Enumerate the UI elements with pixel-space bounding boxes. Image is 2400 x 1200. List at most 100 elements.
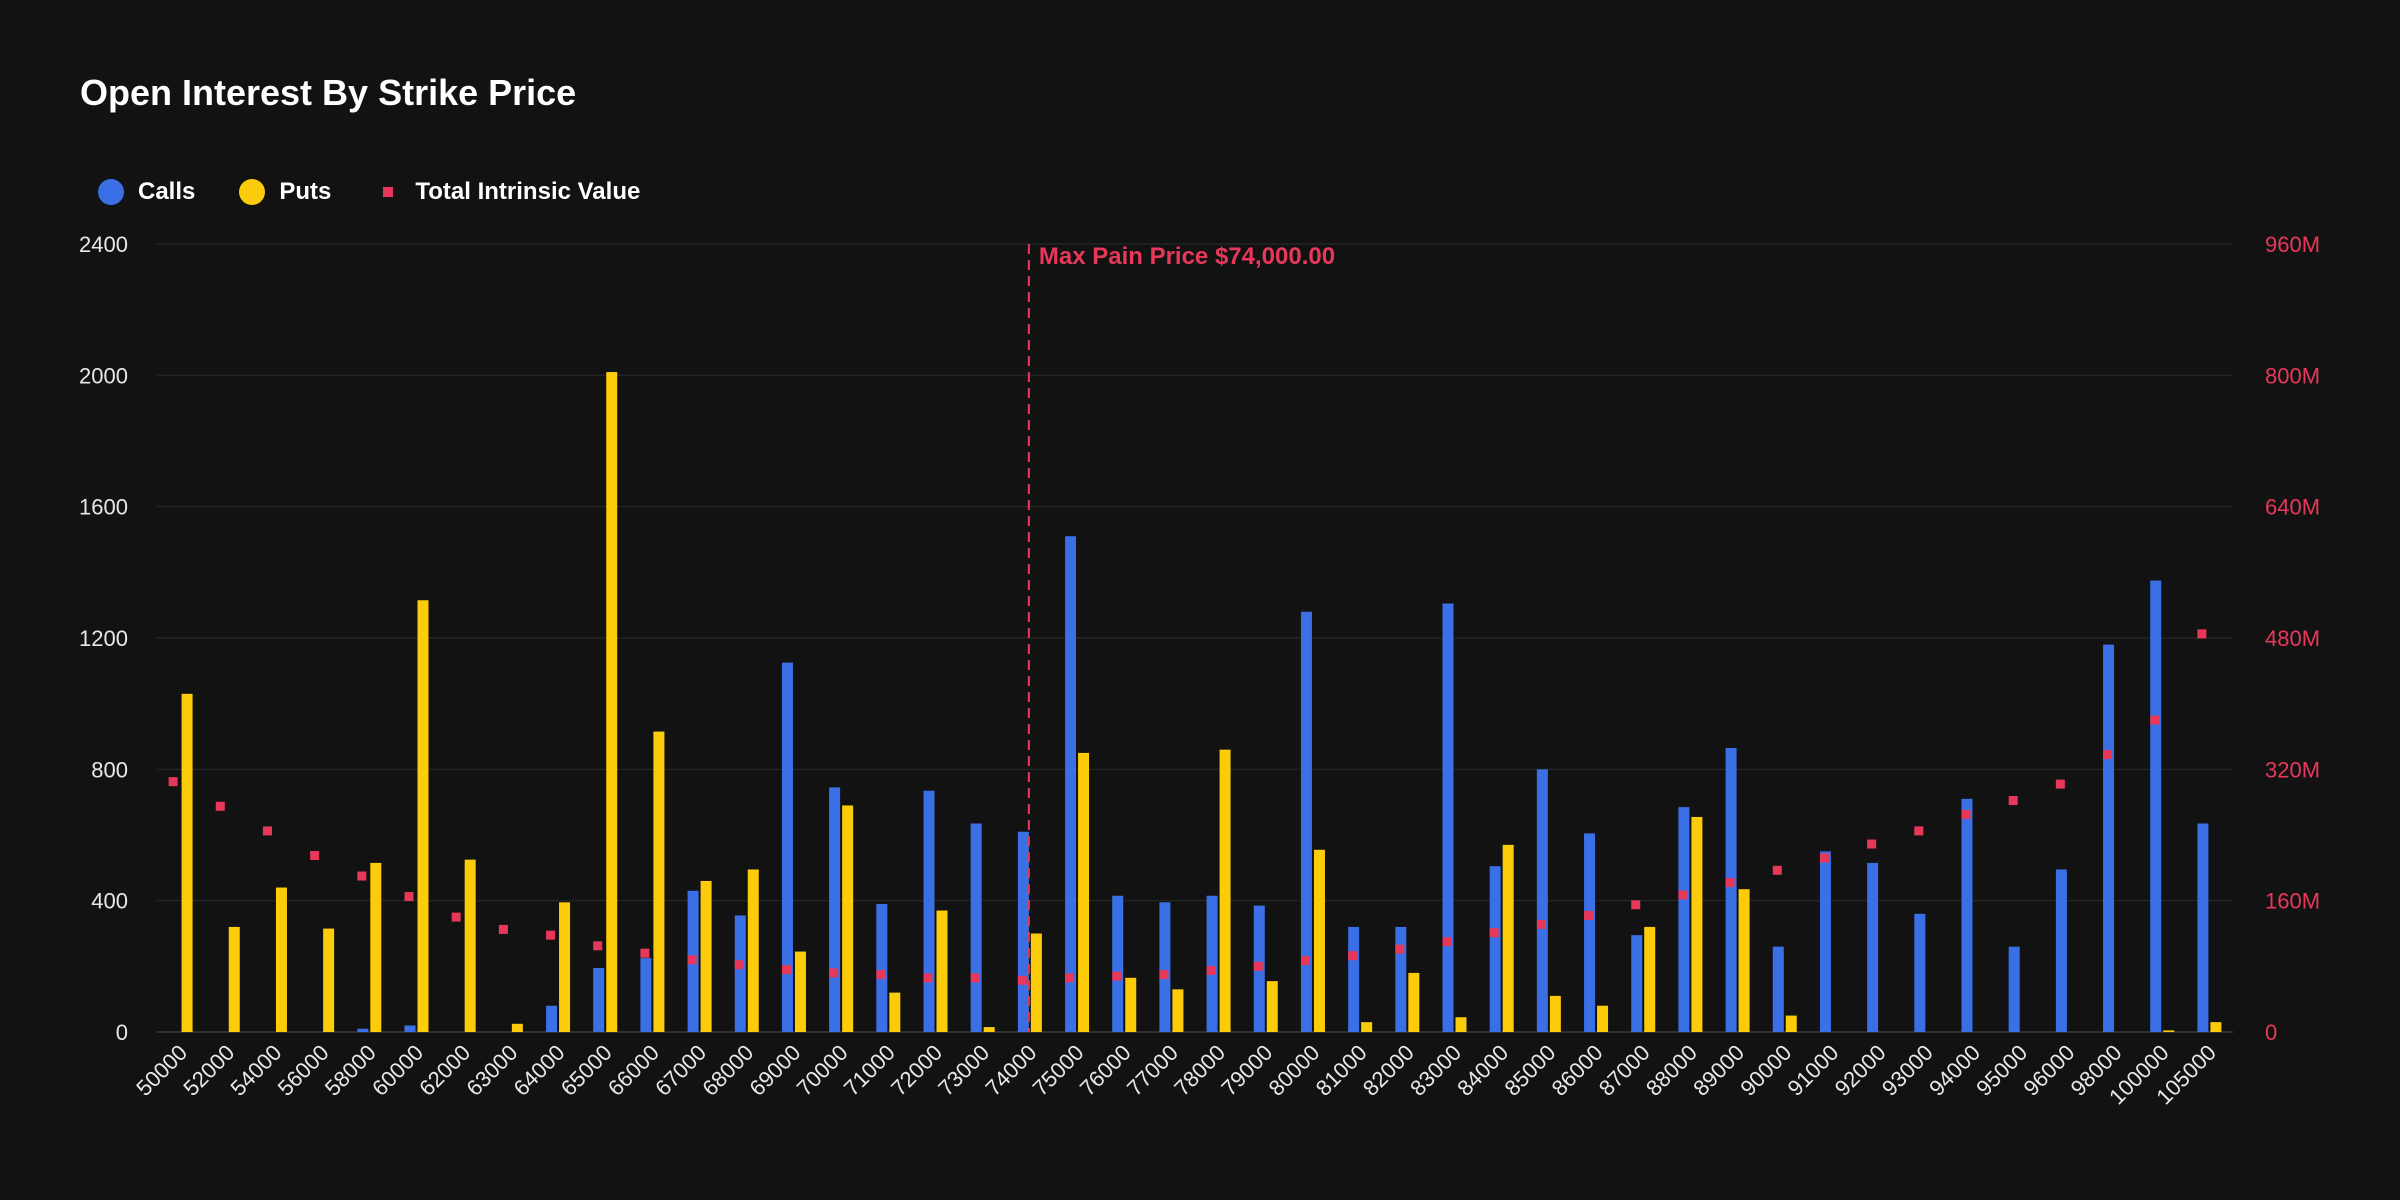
calls-bar [1772, 946, 1784, 1032]
calls-bar [1300, 611, 1312, 1032]
x-tick-label: 87000 [1594, 1040, 1655, 1101]
puts-bar [936, 910, 948, 1032]
calls-bar [1631, 935, 1643, 1032]
intrinsic-swatch-icon [383, 187, 394, 197]
x-tick-label: 73000 [933, 1040, 994, 1101]
x-tick-label: 76000 [1075, 1040, 1136, 1101]
y-left-tick-label: 2000 [79, 363, 128, 388]
x-tick-label: 68000 [697, 1040, 758, 1101]
intrinsic-value-point [781, 965, 791, 975]
calls-bar [1112, 895, 1124, 1032]
puts-bar [889, 992, 901, 1032]
intrinsic-value-point [923, 973, 933, 983]
puts-bar [464, 859, 476, 1032]
puts-bar [1549, 995, 1561, 1032]
intrinsic-value-point [1395, 944, 1405, 954]
x-tick-label: 71000 [839, 1040, 900, 1101]
puts-bar [1455, 1017, 1467, 1032]
puts-bar [1219, 749, 1231, 1032]
intrinsic-value-point [1253, 961, 1263, 971]
legend-item-calls[interactable]: Calls [98, 178, 195, 206]
calls-bar [404, 1025, 416, 1032]
y-right-tick-label: 160M [2265, 889, 2320, 914]
x-tick-label: 72000 [886, 1040, 947, 1101]
puts-bar [1597, 1005, 1609, 1032]
calls-bar [640, 958, 652, 1032]
intrinsic-value-point [1914, 826, 1924, 836]
calls-bar [734, 915, 746, 1032]
x-tick-label: 80000 [1264, 1040, 1325, 1101]
x-tick-label: 64000 [509, 1040, 570, 1101]
y-right-tick-label: 0 [2265, 1020, 2277, 1045]
x-tick-label: 58000 [320, 1040, 381, 1101]
chart-title: Open Interest By Strike Price [80, 72, 577, 113]
intrinsic-value-point [310, 851, 320, 861]
puts-bar [747, 869, 759, 1032]
intrinsic-value-point [1819, 853, 1829, 863]
intrinsic-value-point [357, 871, 367, 881]
intrinsic-value-point [829, 968, 839, 978]
legend-label-puts: Puts [279, 178, 332, 205]
x-tick-label: 89000 [1688, 1040, 1749, 1101]
calls-bar [2008, 946, 2020, 1032]
intrinsic-value-point [404, 892, 414, 902]
calls-bar [2103, 644, 2115, 1032]
x-tick-label: 70000 [792, 1040, 853, 1101]
puts-bar [2163, 1030, 2175, 1032]
puts-bar [983, 1027, 995, 1032]
calls-bar [1914, 913, 1926, 1032]
intrinsic-value-point [687, 955, 697, 965]
calls-bar [546, 1005, 558, 1032]
puts-bar [1266, 981, 1278, 1032]
puts-bar [275, 887, 287, 1032]
calls-bar [593, 967, 605, 1032]
x-tick-label: 67000 [650, 1040, 711, 1101]
puts-bar [370, 862, 382, 1032]
puts-bar [842, 805, 854, 1032]
x-tick-label: 56000 [273, 1040, 334, 1101]
calls-bar [1819, 851, 1831, 1032]
intrinsic-value-point [262, 826, 272, 836]
x-tick-label: 77000 [1122, 1040, 1183, 1101]
puts-bar [1644, 926, 1656, 1032]
y-right-tick-label: 800M [2265, 363, 2320, 388]
intrinsic-value-point [1348, 951, 1358, 961]
x-tick-label: 92000 [1830, 1040, 1891, 1101]
intrinsic-value-point [970, 973, 980, 983]
calls-swatch-icon [98, 179, 124, 205]
legend-item-puts[interactable]: Puts [239, 178, 331, 206]
y-left-tick-label: 0 [116, 1020, 128, 1045]
calls-bar [1584, 833, 1596, 1032]
puts-bar [559, 902, 571, 1032]
intrinsic-value-point [1631, 900, 1641, 910]
x-tick-label: 85000 [1499, 1040, 1560, 1101]
puts-bar [1502, 844, 1514, 1032]
x-tick-label: 52000 [178, 1040, 239, 1101]
puts-bar [700, 880, 712, 1032]
puts-bar [1738, 889, 1750, 1032]
y-left-tick-label: 1600 [79, 495, 128, 520]
intrinsic-value-point [1300, 956, 1310, 966]
intrinsic-value-point [498, 924, 508, 934]
intrinsic-value-point [876, 970, 886, 980]
y-left-tick-label: 800 [91, 757, 128, 782]
puts-bar [1313, 849, 1325, 1032]
calls-bar [1536, 769, 1548, 1032]
puts-bar [181, 693, 193, 1032]
legend-label-intrinsic: Total Intrinsic Value [415, 178, 641, 205]
x-tick-label: 60000 [367, 1040, 428, 1101]
intrinsic-value-point [1112, 971, 1122, 981]
x-tick-label: 65000 [556, 1040, 617, 1101]
y-left-tick-label: 1200 [79, 626, 128, 651]
x-tick-label: 95000 [1971, 1040, 2032, 1101]
puts-bar [323, 928, 335, 1032]
puts-bar [511, 1023, 523, 1032]
intrinsic-value-point [168, 777, 178, 787]
legend-item-intrinsic[interactable]: Total Intrinsic Value [375, 178, 640, 206]
calls-bar [2055, 869, 2067, 1032]
x-tick-label: 86000 [1547, 1040, 1608, 1101]
intrinsic-value-point [1867, 839, 1877, 849]
calls-bar [876, 903, 888, 1032]
intrinsic-value-point [1725, 878, 1735, 888]
x-tick-label: 63000 [461, 1040, 522, 1101]
